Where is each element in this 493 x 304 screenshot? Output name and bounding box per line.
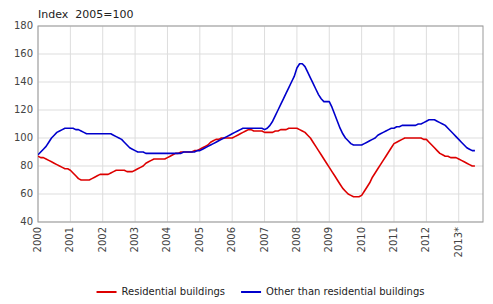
y-tick-label: 140 [14, 76, 33, 87]
x-tick-label: 2005 [194, 227, 205, 252]
chart-container: 40 60 80 100 120 140 160 180 2000 2001 2002 2003 200… [0, 0, 493, 304]
x-tick-label: 2000 [32, 227, 43, 252]
grid-line [38, 110, 483, 111]
x-tick-label: 2001 [64, 227, 75, 252]
grid-line [329, 26, 330, 222]
grid-line [296, 26, 297, 222]
grid-line [199, 26, 200, 222]
legend-label: Other than residential buildings [266, 286, 424, 297]
x-tick-label: 2008 [291, 227, 302, 252]
grid-line [167, 26, 168, 222]
legend-label: Residential buildings [122, 286, 226, 297]
y-tick-label: 180 [14, 20, 33, 31]
x-tick-label: 2012 [420, 227, 431, 252]
grid-line [38, 166, 483, 167]
grid-line [135, 26, 136, 222]
plot-frame [38, 26, 483, 222]
grid-line [426, 26, 427, 222]
grid-line [394, 26, 395, 222]
grid-line [232, 26, 233, 222]
grid-line [38, 82, 483, 83]
grid-line [38, 194, 483, 195]
lines [38, 64, 475, 197]
grid-line [102, 26, 103, 222]
legend-item: Residential buildings [97, 286, 226, 297]
legend-swatch [241, 291, 261, 293]
grid-line [38, 54, 483, 55]
x-tick-label: 2011 [388, 227, 399, 252]
legend-item: Other than residential buildings [241, 286, 424, 297]
y-tick-label: 80 [20, 160, 33, 171]
grid-line [70, 26, 71, 222]
x-tick-label: 2009 [323, 227, 334, 252]
x-tick-label: 2003 [129, 227, 140, 252]
series-line [38, 128, 475, 197]
legend: Residential buildings Other than resident… [97, 286, 425, 297]
series-line [38, 64, 475, 155]
legend-swatch [97, 291, 117, 293]
x-tick-label: 2007 [259, 227, 270, 252]
x-tick-label: 2006 [226, 227, 237, 252]
y-tick-label: 160 [14, 48, 33, 59]
x-tick-label: 2013* [453, 227, 464, 257]
title: Index 2005=100 [38, 8, 133, 21]
grid-line [264, 26, 265, 222]
grid-line [458, 26, 459, 222]
x-tick-label: 2010 [356, 227, 367, 252]
y-tick-label: 60 [20, 188, 33, 199]
grid-line [361, 26, 362, 222]
chart: 40 60 80 100 120 140 160 180 2000 2001 2002 2003 200… [0, 0, 493, 304]
grid [38, 26, 483, 222]
y-tick-label: 40 [20, 216, 33, 227]
x-tick-label: 2002 [97, 227, 108, 252]
x-tick-label: 2004 [161, 227, 172, 252]
y-tick-label: 120 [14, 104, 33, 115]
y-tick-label: 100 [14, 132, 33, 143]
